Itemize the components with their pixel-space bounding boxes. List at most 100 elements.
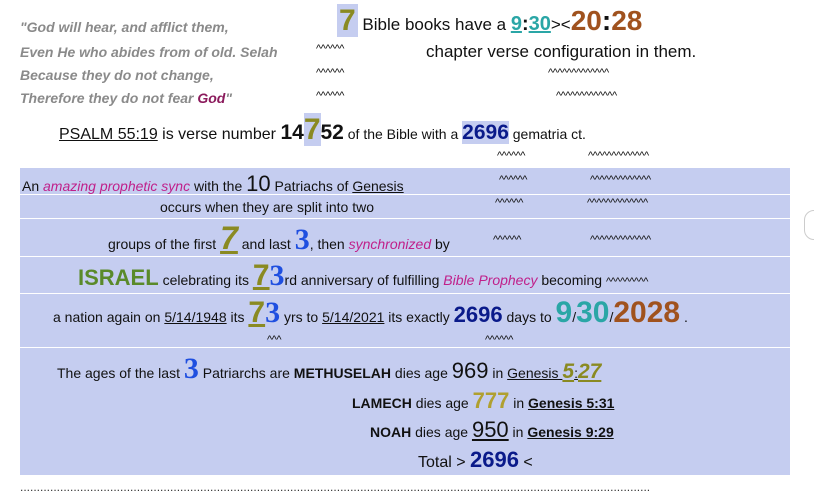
age-969: 969 — [451, 358, 489, 383]
text: The ages of the last — [57, 365, 184, 381]
text: rd anniversary of fulfilling — [284, 272, 444, 288]
synchronized: synchronized — [348, 236, 432, 252]
caret-row: ^^^^^^^^^^^^^ — [587, 197, 648, 209]
scroll-handle[interactable] — [804, 210, 814, 240]
number-10: 10 — [246, 171, 271, 196]
text: its exactly — [384, 309, 454, 325]
psalm-ref: PSALM 55:19 — [59, 126, 158, 143]
text: dies age — [411, 424, 472, 440]
psalm-text-3: gematria ct. — [508, 126, 586, 142]
genesis-ref: Genesis 9:29 — [527, 424, 614, 440]
caret-row: ^^^^^^ — [316, 67, 344, 79]
band-row-4: ISRAEL celebrating its 73rd anniversary … — [78, 259, 648, 293]
text: An — [22, 178, 44, 194]
colon: : — [574, 365, 578, 381]
verse-number-52: 52 — [320, 121, 344, 144]
slash: / — [572, 309, 577, 325]
text: , then — [309, 236, 349, 252]
chapter-verse-text: chapter verse configuration in them. — [426, 42, 697, 61]
number-7: 7 — [248, 296, 266, 329]
caret-row: ^^^^^^^^^^^^^ — [588, 150, 649, 162]
methuselah: METHUSELAH — [293, 365, 392, 381]
quote-line-4: Therefore they do not fear God" — [20, 90, 232, 106]
text: Total > — [418, 454, 471, 471]
number-7: 7 — [337, 4, 358, 37]
text: celebrating its — [158, 272, 253, 288]
caret-row: ^^^ — [267, 334, 282, 346]
number-9: 9 — [555, 296, 573, 329]
year-2028: 2028 — [613, 296, 681, 329]
quote-line-1: "God will hear, and afflict them, — [20, 19, 229, 35]
verse-27: 27 — [577, 360, 602, 383]
colon: : — [521, 13, 529, 35]
quote-line-3: Because they do not change, — [20, 67, 214, 83]
number-3: 3 — [269, 259, 285, 292]
band-row-8: NOAH dies age 950 in Genesis 9:29 — [370, 417, 614, 443]
text: . — [680, 309, 688, 325]
row-divider — [20, 256, 790, 257]
text: < — [518, 454, 533, 471]
caret-row: ^^^^^^^^^^^^^ — [548, 67, 609, 79]
lamech: LAMECH — [352, 395, 412, 411]
psalm-line: PSALM 55:19 is verse number 14752 of the… — [59, 113, 586, 147]
text: becoming — [537, 272, 606, 288]
band-row-1: An amazing prophetic sync with the 10 Pa… — [22, 171, 404, 197]
caret-row: ^^^^^^ — [493, 234, 521, 246]
band-row-5: a nation again on 5/14/1948 its 73 yrs t… — [53, 296, 688, 330]
total-2696: 2696 — [470, 447, 519, 472]
date-1948: 5/14/1948 — [164, 309, 227, 325]
number-3: 3 — [265, 296, 281, 329]
bible-books-text: Bible books have a — [362, 15, 511, 34]
genesis-ref: Genesis — [352, 178, 404, 194]
number-30: 30 — [576, 296, 610, 329]
slash: / — [609, 309, 614, 325]
text: dies age — [391, 365, 452, 381]
chapter-5: 5 — [562, 360, 575, 383]
colon: : — [601, 5, 612, 36]
quote-end: " — [225, 90, 232, 106]
text: with the — [190, 178, 247, 194]
caret-row: ^^^^^^^^^^^^^ — [556, 90, 617, 102]
text: days to — [502, 309, 556, 325]
text: and last — [237, 236, 295, 252]
text: a nation again on — [53, 309, 165, 325]
genesis-ref: Genesis 5:31 — [528, 395, 615, 411]
text: groups of the first — [108, 236, 221, 252]
noah: NOAH — [370, 424, 412, 440]
verse-number-14: 14 — [280, 121, 304, 144]
number-28: 28 — [611, 5, 643, 36]
caret-row: ^^^^^^ — [316, 43, 344, 55]
text: its — [226, 309, 249, 325]
number-20: 20 — [570, 5, 602, 36]
caret-row: ^^^^^^^^^^^^^ — [590, 174, 651, 186]
psalm-text: is verse number — [157, 126, 281, 143]
caret-row: ^^^^^^^^^^^^^ — [590, 234, 651, 246]
number-7: 7 — [220, 220, 238, 256]
text: by — [431, 236, 450, 252]
text: in — [508, 424, 528, 440]
band-row-7: LAMECH dies age 777 in Genesis 5:31 — [352, 388, 614, 414]
text: Patriarchs are — [198, 365, 294, 381]
band-row-9: Total > 2696 < — [418, 447, 533, 473]
number-3: 3 — [294, 223, 310, 256]
age-777: 777 — [472, 388, 510, 413]
text: dies age — [411, 395, 473, 411]
number-9: 9 — [510, 13, 522, 35]
bible-prophecy: Bible Prophecy — [443, 272, 538, 288]
quote-line-2: Even He who abides from of old. Selah — [20, 44, 278, 60]
band-row-6: The ages of the last 3 Patriarchs are ME… — [57, 352, 601, 386]
days-2696: 2696 — [453, 302, 503, 327]
bible-books-line: 7 Bible books have a 9:30><20:28 — [337, 4, 642, 38]
israel: ISRAEL — [78, 265, 159, 290]
caret-row: ^^^^^^^^^ — [605, 276, 648, 288]
prophecy-panel — [20, 168, 790, 475]
text: in — [488, 365, 508, 381]
row-divider — [20, 293, 790, 294]
psalm-text-2: of the Bible with a — [343, 126, 463, 142]
quote-god: God — [197, 90, 226, 106]
age-950: 950 — [471, 417, 509, 442]
caret-row: ^^^^^^ — [499, 174, 527, 186]
symbol: >< — [550, 15, 571, 34]
row-divider — [20, 218, 790, 219]
gematria-2696: 2696 — [462, 121, 509, 144]
